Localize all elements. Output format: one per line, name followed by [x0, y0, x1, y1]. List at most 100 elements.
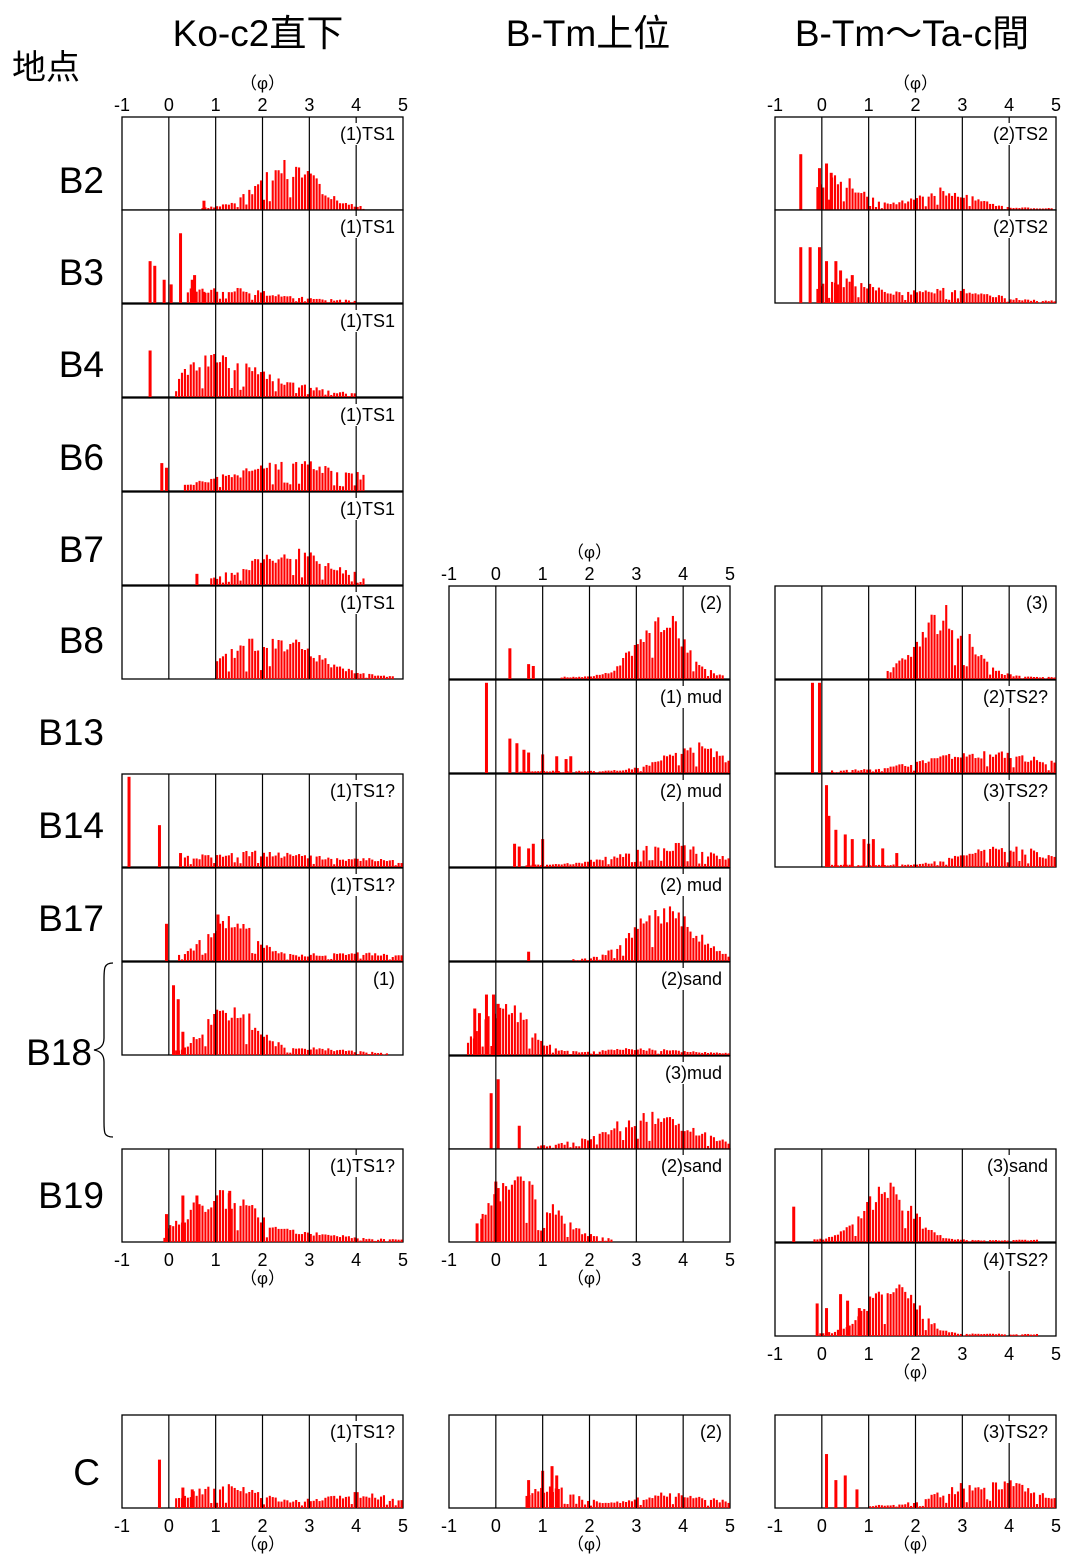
tick-label: 3 [957, 1344, 967, 1364]
histogram-bar [592, 771, 595, 773]
histogram-bar [686, 1497, 689, 1508]
histogram-bar [584, 958, 587, 961]
histogram-bar [248, 293, 251, 303]
histogram-bar [610, 949, 613, 961]
tick-label: -1 [114, 95, 130, 115]
histogram-bar [537, 864, 540, 867]
histogram-bar [918, 761, 921, 773]
histogram-bar [666, 1050, 669, 1055]
panel-label-backing [326, 780, 398, 802]
histogram-bar [581, 1234, 584, 1242]
histogram-bar [939, 187, 942, 210]
axis-unit-label: （φ） [240, 1269, 285, 1288]
histogram-bar [724, 859, 727, 867]
histogram-bar [930, 292, 933, 303]
histogram-bar [630, 769, 633, 773]
panel-label-backing [979, 780, 1051, 802]
histogram-bar [274, 391, 277, 397]
histogram-bar [833, 1331, 837, 1336]
histogram-bar [939, 756, 942, 773]
histogram-bar [213, 1488, 216, 1508]
histogram-bar [560, 1142, 563, 1149]
histogram-bar [627, 1049, 631, 1055]
panel-label-backing [661, 1062, 725, 1084]
histogram-bar [977, 849, 980, 867]
histogram-spike [484, 994, 488, 1055]
histogram-spike [825, 163, 829, 210]
histogram-bar [163, 1237, 166, 1242]
histogram-bar [221, 582, 225, 585]
histogram-bar [907, 1502, 910, 1508]
histogram-bar [210, 1024, 213, 1055]
histogram-bar [880, 1193, 883, 1242]
histogram-bar [394, 955, 397, 961]
histogram-bar [598, 959, 601, 961]
panel-btm-tac-b3-20: (2)TS2 [774, 209, 1057, 304]
histogram-bar [951, 292, 954, 303]
histogram-bar [633, 1499, 636, 1508]
histogram-bar [1035, 1333, 1039, 1336]
axis-unit-label: （φ） [893, 1535, 938, 1554]
histogram-bar [962, 288, 965, 303]
tick-label: 0 [817, 1344, 827, 1364]
histogram-bar [648, 633, 651, 679]
histogram-bar [980, 1334, 983, 1336]
histogram-spike [162, 279, 166, 303]
histogram-bar [245, 928, 248, 961]
histogram-spike [799, 247, 803, 303]
histogram-spike [527, 848, 531, 867]
histogram-bar [207, 208, 210, 210]
histogram-bar [997, 205, 1000, 210]
histogram-bar [939, 1235, 942, 1242]
histogram-bar [997, 670, 1000, 679]
tick-label: 4 [1004, 95, 1014, 115]
histogram-bar [388, 676, 391, 679]
histogram-bar [692, 846, 695, 867]
histogram-bar [857, 297, 860, 303]
histogram-bar [936, 1492, 939, 1508]
histogram-bar [359, 1497, 362, 1508]
histogram-bar [848, 864, 851, 867]
histogram-bar [1000, 848, 1003, 867]
histogram-spike [179, 233, 183, 303]
histogram-bar [251, 1205, 254, 1242]
histogram-bar [839, 181, 842, 210]
histogram-bar [627, 651, 631, 679]
panel-btm-upper-b17-14: (2) mud [448, 867, 731, 962]
histogram-bar [581, 863, 584, 867]
histogram-bar [330, 958, 333, 961]
histogram-bar [300, 463, 304, 491]
histogram-spike [855, 1489, 859, 1508]
histogram-bar [298, 642, 301, 679]
histogram-bar [619, 1049, 622, 1055]
histogram-bar [201, 1205, 204, 1242]
histogram-bar [1032, 1492, 1036, 1508]
histogram-bar [347, 396, 350, 397]
histogram-bar [613, 856, 616, 867]
histogram-bar [192, 858, 195, 867]
histogram-bar [286, 959, 289, 961]
axis-1: -1 0 1 2 3 4 5（φ） [767, 74, 1061, 115]
histogram-bar [683, 1497, 686, 1508]
histogram-bar [569, 1147, 572, 1149]
histogram-bar [686, 1130, 689, 1149]
tick-label: 0 [491, 1250, 501, 1270]
histogram-bar [851, 1224, 854, 1242]
histogram-bar [271, 1497, 274, 1508]
histogram-bar [706, 1505, 710, 1508]
row-label-b18: B18 [26, 1032, 92, 1073]
histogram-bar [218, 362, 222, 397]
histogram-bar [204, 1211, 207, 1242]
histogram-bar [368, 952, 371, 961]
histogram-bar [619, 770, 622, 773]
histogram-bar [915, 641, 919, 679]
histogram-bar [604, 770, 607, 773]
panel-label: (1)TS1 [340, 217, 395, 237]
histogram-bar [953, 756, 957, 773]
histogram-bar [531, 1493, 534, 1508]
histogram-bar [671, 615, 674, 679]
histogram-bar [871, 287, 875, 303]
histogram-bar [1038, 677, 1041, 679]
histogram-bar [915, 292, 919, 303]
histogram-spike [169, 284, 173, 303]
